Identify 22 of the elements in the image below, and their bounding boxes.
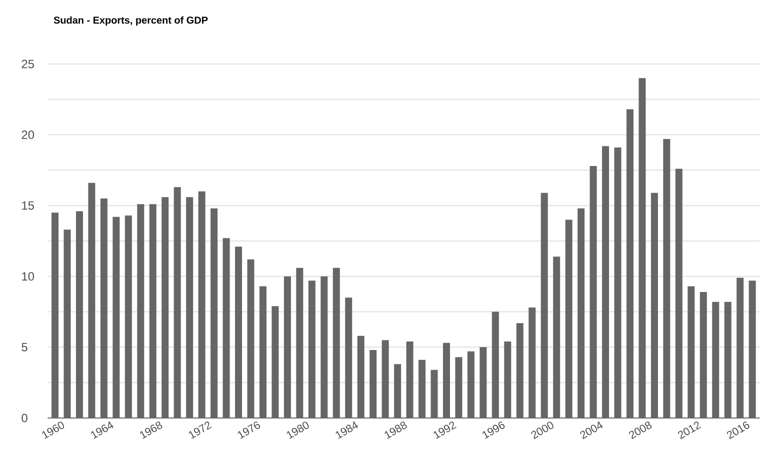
x-tick-label: 1984 [336,421,358,439]
x-tick-label: 1988 [384,422,407,439]
x-tick-label: 1968 [140,422,162,439]
x-tick-label: 2012 [678,422,702,440]
x-tick-label: 1964 [91,421,114,439]
y-tick-label: 20 [22,130,34,140]
y-tick-label: 0 [22,414,28,422]
x-tick-label: 1960 [42,422,64,439]
x-tick-label: 1980 [286,422,309,439]
x-tick-label: 1976 [238,422,260,439]
x-tick-label: 1992 [434,422,456,439]
x-tick-label: 2004 [580,421,603,440]
x-tick-label: 1972 [188,422,212,439]
chart-title: Sudan - Exports, percent of GDP [54,16,208,26]
x-tick-label: 2000 [531,422,554,440]
y-tick-label: 5 [22,343,28,352]
x-tick-label: 1996 [482,422,505,439]
y-tick-label: 10 [22,272,34,281]
y-tick-label: 25 [22,60,34,68]
x-tick-label: 2008 [629,422,652,440]
x-tick-label: 2016 [726,422,750,440]
y-tick-label: 15 [22,201,34,210]
